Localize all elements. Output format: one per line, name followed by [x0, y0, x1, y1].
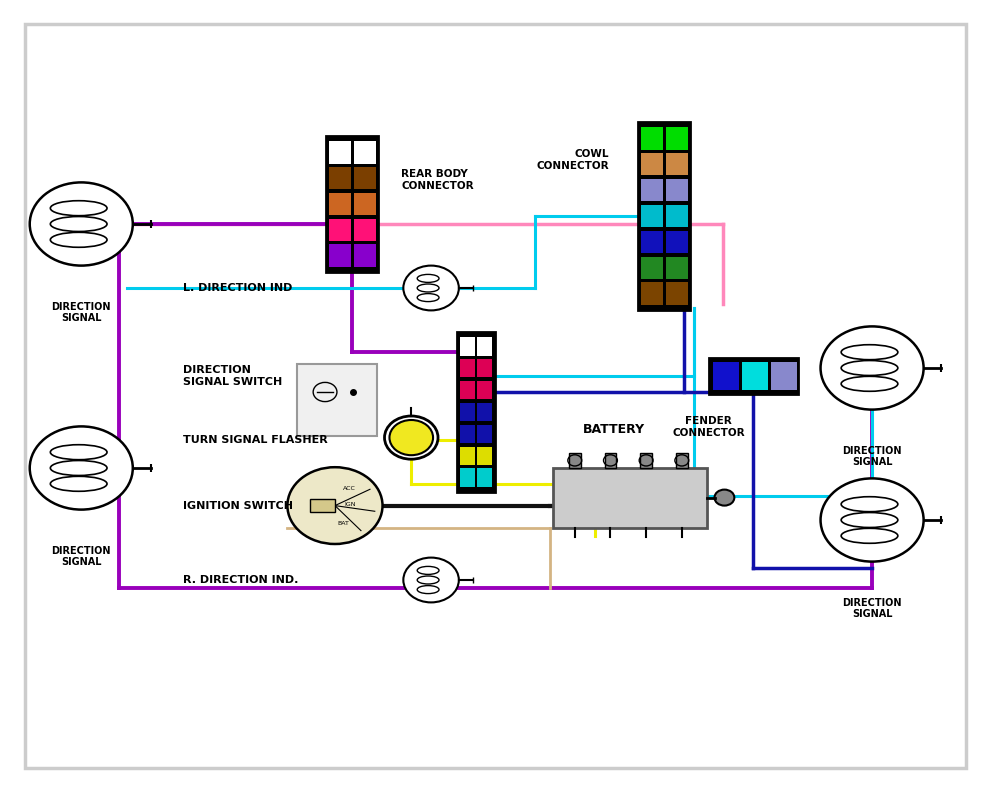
FancyBboxPatch shape: [329, 166, 351, 190]
Text: DIRECTION
SIGNAL: DIRECTION SIGNAL: [842, 446, 902, 467]
Circle shape: [403, 266, 459, 310]
Text: L. DIRECTION IND: L. DIRECTION IND: [183, 283, 292, 293]
Text: IGN: IGN: [345, 502, 357, 506]
FancyBboxPatch shape: [666, 178, 688, 202]
FancyBboxPatch shape: [477, 469, 492, 487]
Bar: [640, 453, 652, 467]
FancyBboxPatch shape: [354, 141, 376, 163]
Text: DIRECTION
SIGNAL: DIRECTION SIGNAL: [52, 546, 111, 567]
FancyBboxPatch shape: [329, 141, 351, 163]
Bar: [605, 453, 616, 467]
FancyBboxPatch shape: [641, 257, 663, 279]
FancyBboxPatch shape: [460, 381, 475, 399]
FancyBboxPatch shape: [638, 122, 690, 310]
FancyBboxPatch shape: [641, 127, 663, 150]
Text: DIRECTION
SIGNAL: DIRECTION SIGNAL: [842, 598, 902, 619]
FancyBboxPatch shape: [709, 358, 798, 394]
FancyBboxPatch shape: [477, 381, 492, 399]
FancyBboxPatch shape: [460, 446, 475, 466]
Circle shape: [287, 467, 383, 544]
FancyBboxPatch shape: [641, 230, 663, 254]
FancyBboxPatch shape: [666, 205, 688, 227]
FancyBboxPatch shape: [354, 245, 376, 267]
Circle shape: [385, 416, 438, 459]
FancyBboxPatch shape: [641, 205, 663, 227]
FancyBboxPatch shape: [641, 153, 663, 175]
FancyBboxPatch shape: [477, 337, 492, 355]
Circle shape: [403, 558, 459, 602]
FancyBboxPatch shape: [460, 358, 475, 378]
FancyBboxPatch shape: [666, 282, 688, 306]
FancyBboxPatch shape: [457, 332, 495, 492]
FancyBboxPatch shape: [329, 245, 351, 267]
FancyBboxPatch shape: [354, 193, 376, 215]
FancyBboxPatch shape: [477, 446, 492, 466]
Text: FENDER
CONNECTOR: FENDER CONNECTOR: [672, 416, 745, 438]
Text: COWL
CONNECTOR: COWL CONNECTOR: [537, 149, 609, 170]
Circle shape: [30, 426, 133, 510]
Text: DIRECTION
SIGNAL: DIRECTION SIGNAL: [52, 302, 111, 323]
Circle shape: [30, 182, 133, 266]
Text: ACC: ACC: [343, 486, 356, 490]
FancyBboxPatch shape: [666, 230, 688, 254]
FancyBboxPatch shape: [329, 218, 351, 242]
FancyBboxPatch shape: [771, 362, 797, 390]
Bar: [676, 453, 688, 467]
Text: IGNITION SWITCH: IGNITION SWITCH: [183, 501, 293, 510]
Text: REAR BODY
CONNECTOR: REAR BODY CONNECTOR: [401, 170, 474, 190]
FancyBboxPatch shape: [666, 153, 688, 175]
FancyBboxPatch shape: [326, 136, 378, 272]
FancyBboxPatch shape: [297, 364, 377, 436]
Text: BAT: BAT: [337, 521, 349, 526]
FancyBboxPatch shape: [641, 178, 663, 202]
Text: BATTERY: BATTERY: [584, 423, 645, 436]
FancyBboxPatch shape: [477, 358, 492, 378]
FancyBboxPatch shape: [460, 469, 475, 487]
Text: R. DIRECTION IND.: R. DIRECTION IND.: [183, 575, 298, 585]
Circle shape: [389, 420, 433, 455]
Circle shape: [715, 490, 734, 506]
FancyBboxPatch shape: [460, 337, 475, 355]
FancyBboxPatch shape: [666, 257, 688, 279]
Text: DIRECTION
SIGNAL SWITCH: DIRECTION SIGNAL SWITCH: [183, 365, 282, 387]
FancyBboxPatch shape: [477, 425, 492, 443]
FancyBboxPatch shape: [666, 127, 688, 150]
Circle shape: [821, 326, 924, 410]
FancyBboxPatch shape: [741, 362, 768, 390]
FancyBboxPatch shape: [460, 402, 475, 422]
Text: TURN SIGNAL FLASHER: TURN SIGNAL FLASHER: [183, 435, 328, 445]
Bar: [569, 453, 581, 467]
FancyBboxPatch shape: [713, 362, 738, 390]
FancyBboxPatch shape: [329, 193, 351, 215]
FancyBboxPatch shape: [354, 166, 376, 190]
FancyBboxPatch shape: [460, 425, 475, 443]
Circle shape: [821, 478, 924, 562]
FancyBboxPatch shape: [354, 218, 376, 242]
FancyBboxPatch shape: [477, 402, 492, 422]
FancyBboxPatch shape: [310, 499, 335, 512]
FancyBboxPatch shape: [553, 467, 707, 528]
FancyBboxPatch shape: [641, 282, 663, 306]
